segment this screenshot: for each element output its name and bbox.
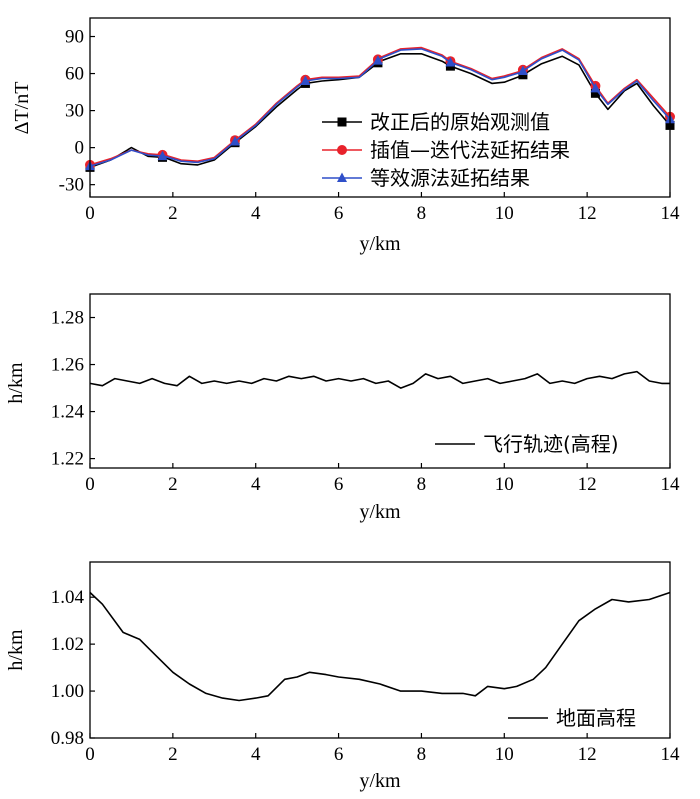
x-tick-label: 6 (334, 744, 344, 765)
panel-flight-track-frame (89, 293, 671, 469)
panel-ground-elevation-legend: 地面高程 (508, 706, 636, 730)
x-tick-label: 2 (168, 203, 178, 224)
x-tick-label: 10 (495, 474, 514, 495)
x-tick-label: 8 (417, 744, 427, 765)
y-tick-label: 1.26 (51, 355, 84, 376)
y-tick-label: -30 (59, 175, 84, 196)
x-tick-label: 14 (661, 744, 681, 765)
x-tick-label: 0 (85, 744, 95, 765)
panel-flight-track-legend: 飞行轨迹(高程) (435, 432, 619, 456)
series-3-marker (300, 75, 311, 85)
series-3-marker (157, 150, 168, 161)
legend-label-1: 飞行轨迹(高程) (483, 432, 619, 456)
panel-delta-t-frame (89, 17, 671, 198)
series-line-1 (89, 52, 671, 169)
y-tick-label: 0 (75, 138, 85, 159)
series-line-1 (89, 591, 671, 702)
series-3-marker (517, 65, 528, 75)
legend-label-1: 地面高程 (556, 706, 636, 730)
y-tick-label: 1.28 (51, 308, 84, 329)
y-tick-label: 90 (65, 27, 84, 48)
panel-ground-elevation: 0 2 4 6 8 10 12 14 0.98 1.00 1.02 1.04 y/km h/km 地面… (5, 561, 680, 792)
legend-label-3: 等效源法延拓结果 (370, 166, 530, 190)
x-tick-label: 12 (578, 474, 597, 495)
series-3-marker (445, 56, 456, 67)
x-tick-label: 2 (168, 744, 178, 765)
x-tick-label: 4 (251, 744, 261, 765)
legend-label-1: 改正后的原始观测值 (370, 110, 550, 134)
panel-flight-track: 0 2 4 6 8 10 12 14 1.22 1.24 1.26 1.28 y/km h/km 飞行… (5, 293, 680, 523)
panel-flight-track-series (89, 370, 670, 389)
y-tick-label: 1.24 (51, 402, 85, 423)
series-3-marker (372, 55, 383, 65)
panel-ground-elevation-frame (89, 561, 671, 739)
y-tick-label: 0.98 (51, 728, 84, 749)
x-tick-label: 0 (85, 203, 95, 224)
legend-marker-1 (337, 117, 347, 127)
x-tick-label: 10 (495, 203, 514, 224)
y-tick-label: 1.04 (51, 587, 85, 608)
panel-delta-t-xlabel: y/km (359, 233, 401, 255)
panel-ground-elevation-series (89, 591, 671, 702)
x-tick-label: 8 (417, 203, 427, 224)
panel-ground-elevation-xlabel: y/km (359, 770, 401, 792)
panel-ground-elevation-ylabel: h/km (5, 629, 27, 671)
x-tick-label: 0 (85, 474, 95, 495)
series-line-3 (89, 48, 671, 167)
x-tick-label: 14 (661, 474, 681, 495)
panel-flight-track-ticks: 0 2 4 6 8 10 12 14 1.22 1.24 1.26 1.28 (51, 308, 680, 495)
x-tick-label: 14 (661, 203, 681, 224)
panel-delta-t-ylabel: ΔT/nT (11, 82, 33, 135)
y-tick-label: 60 (65, 64, 84, 85)
x-tick-label: 8 (417, 474, 427, 495)
series-3-marker (230, 135, 240, 146)
legend-marker-2 (337, 145, 347, 155)
x-tick-label: 12 (578, 203, 597, 224)
x-tick-label: 4 (251, 203, 261, 224)
x-tick-label: 2 (168, 474, 178, 495)
panel-flight-track-ylabel: h/km (5, 362, 27, 404)
x-tick-label: 4 (251, 474, 261, 495)
x-tick-label: 6 (334, 474, 344, 495)
x-tick-label: 12 (578, 744, 597, 765)
series-line-2 (89, 46, 671, 166)
series-1-marker (590, 88, 600, 98)
series-3-marker (590, 82, 601, 93)
x-tick-label: 10 (495, 744, 514, 765)
legend-label-2: 插值—迭代法延拓结果 (370, 138, 570, 162)
series-line-1 (89, 370, 670, 389)
y-tick-label: 1.22 (51, 449, 84, 470)
y-tick-label: 1.02 (51, 634, 84, 655)
panel-flight-track-xlabel: y/km (359, 501, 401, 523)
panel-ground-elevation-ticks: 0 2 4 6 8 10 12 14 0.98 1.00 1.02 1.04 (51, 587, 680, 765)
legend-marker-3 (337, 172, 347, 182)
x-tick-label: 6 (334, 203, 344, 224)
y-tick-label: 30 (65, 101, 84, 122)
y-tick-label: 1.00 (51, 681, 84, 702)
